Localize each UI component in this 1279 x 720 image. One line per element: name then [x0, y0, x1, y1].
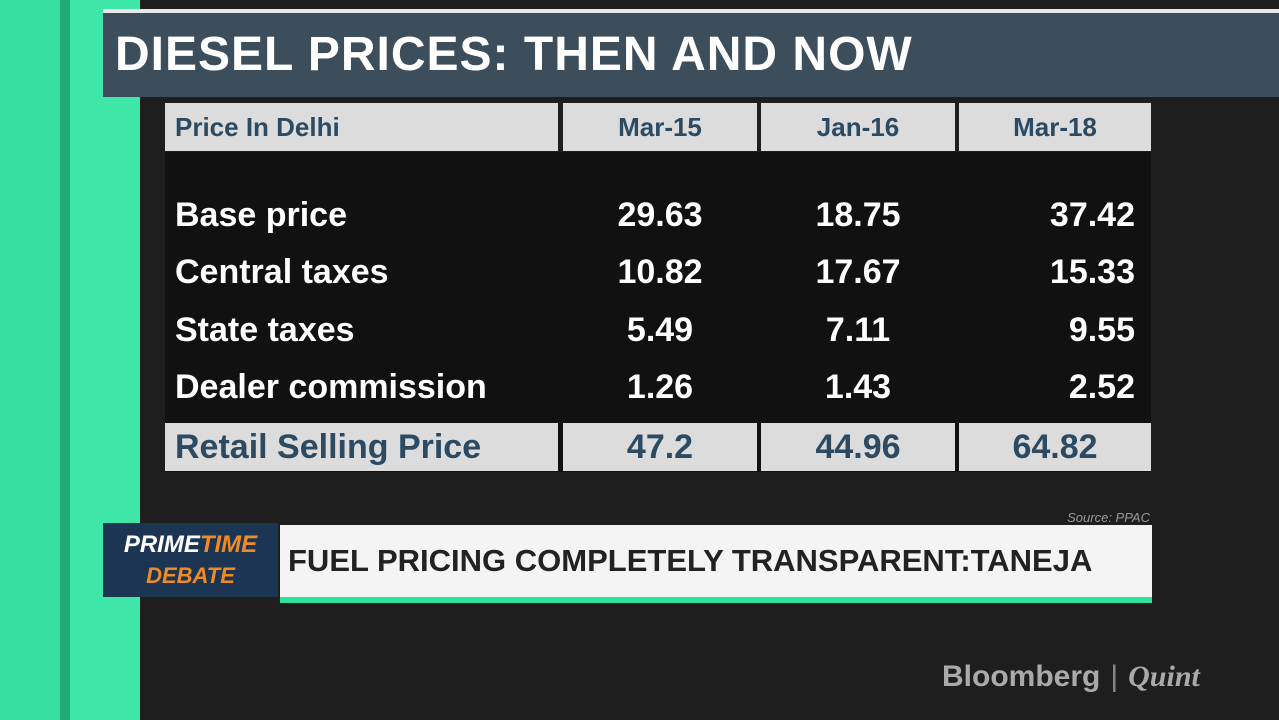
row-label: Dealer commission [175, 368, 487, 406]
row-label: State taxes [175, 310, 355, 349]
value-cell: 9.55 [1068, 310, 1135, 349]
header-cell: Jan-16 [761, 103, 955, 151]
value-cell: 37.42 [1049, 195, 1135, 234]
value-cell: 18.75 [815, 195, 901, 234]
value-cell: 17.67 [815, 253, 901, 291]
value-cell: 10.82 [617, 253, 703, 291]
value-cell: 44.96 [761, 423, 955, 471]
row-label: Retail Selling Price [165, 423, 558, 471]
value-cell: 2.52 [1068, 368, 1135, 406]
show-time: TIME [199, 531, 258, 558]
value-cell: 64.82 [959, 423, 1151, 471]
logo-right: Quint [1128, 660, 1200, 693]
show-debate: DEBATE [146, 563, 235, 588]
show-logo: PRIMETIME DEBATE [103, 523, 278, 597]
channel-logo: Bloomberg | Quint [942, 660, 1200, 693]
row-label: Central taxes [175, 253, 389, 291]
value-cell: 7.11 [825, 310, 891, 349]
header-cell: Mar-18 [959, 103, 1151, 151]
green-stripe [70, 0, 140, 720]
top-line [103, 9, 1279, 13]
header-cell: Mar-15 [563, 103, 757, 151]
value-cell: 5.49 [626, 310, 694, 349]
headline: FUEL PRICING COMPLETELY TRANSPARENT:TANE… [280, 525, 1152, 603]
green-stripe [0, 0, 60, 720]
source: Source: PPAC [1067, 510, 1150, 525]
logo-left: Bloomberg [942, 660, 1101, 693]
row-label: Base price [175, 195, 347, 234]
value-cell: 29.63 [617, 195, 703, 234]
show-prime: PRIME [123, 531, 200, 558]
table-background [165, 152, 1151, 472]
title: DIESEL PRICES: THEN AND NOW [103, 13, 1279, 97]
value-cell: 47.2 [563, 423, 757, 471]
value-cell: 1.43 [824, 368, 892, 406]
header-cell: Price In Delhi [165, 103, 558, 151]
value-cell: 15.33 [1049, 253, 1135, 291]
green-stripe [60, 0, 70, 720]
value-cell: 1.26 [626, 368, 694, 406]
